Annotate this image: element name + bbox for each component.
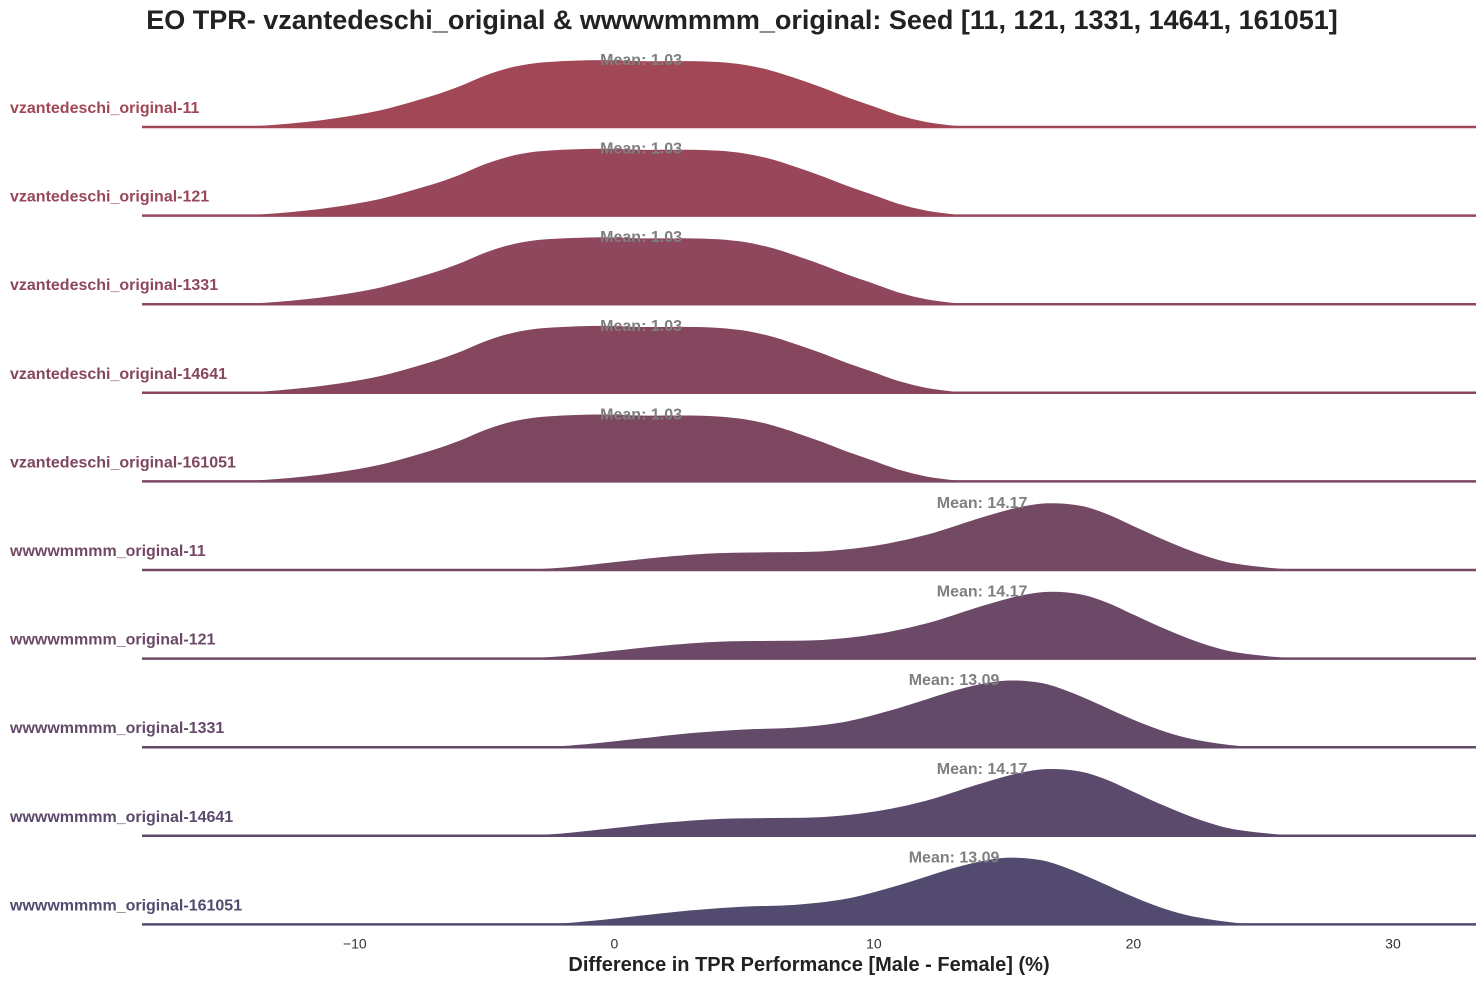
mean-label: Mean: 13.09 (909, 672, 1000, 689)
density-outline (141, 234, 1477, 306)
ridge-label: wwwwmmmm_original-161051 (9, 897, 242, 914)
mean-label: Mean: 1.03 (600, 318, 682, 335)
x-tick-label: 20 (1126, 935, 1142, 951)
mean-label: Mean: 14.17 (937, 495, 1028, 512)
ridge-vzantedeschi_original-1331: vzantedeschi_original-1331 Mean: 1.03 (10, 229, 1477, 306)
mean-label: Mean: 14.17 (937, 761, 1028, 778)
density-fill (142, 324, 1476, 393)
ridge-vzantedeschi_original-14641: vzantedeschi_original-14641 Mean: 1.03 (10, 318, 1477, 395)
density-outline (141, 677, 1477, 749)
mean-label: Mean: 1.03 (600, 406, 682, 423)
ridge-label: wwwwmmmm_original-1331 (9, 720, 224, 737)
density-outline (141, 323, 1477, 395)
x-tick-label: 30 (1385, 935, 1401, 951)
density-fill (142, 147, 1476, 216)
density-outline (141, 57, 1477, 129)
ridge-wwwwmmmm_original-121: wwwwmmmm_original-121 Mean: 14.17 (9, 584, 1477, 660)
density-fill (142, 767, 1476, 836)
density-outline (141, 500, 1477, 572)
density-fill (142, 501, 1476, 571)
ridge-label: vzantedeschi_original-1331 (10, 277, 218, 294)
density-outline (141, 766, 1477, 838)
x-tick-label: 0 (610, 935, 618, 951)
ridge-wwwwmmmm_original-14641: wwwwmmmm_original-14641 Mean: 14.17 (9, 761, 1477, 838)
density-outline (141, 412, 1477, 483)
x-tick-label: −10 (343, 935, 367, 951)
ridge-label: vzantedeschi_original-14641 (10, 366, 227, 383)
ridge-label: wwwwmmmm_original-121 (9, 632, 215, 649)
mean-label: Mean: 14.17 (937, 584, 1028, 601)
ridge-label: vzantedeschi_original-121 (10, 189, 209, 206)
x-axis-label: Difference in TPR Performance [Male - Fe… (568, 954, 1050, 976)
ridge-label: vzantedeschi_original-161051 (10, 454, 236, 471)
mean-label: Mean: 1.03 (600, 52, 682, 69)
density-fill (142, 590, 1476, 659)
density-outline (141, 146, 1477, 217)
density-fill (142, 856, 1476, 925)
density-fill (142, 58, 1476, 128)
ridge-label: wwwwmmmm_original-11 (9, 543, 206, 560)
density-fill (142, 679, 1476, 748)
ridge-wwwwmmmm_original-11: wwwwmmmm_original-11 Mean: 14.17 (9, 495, 1477, 572)
density-fill (142, 236, 1476, 305)
density-fill (142, 413, 1476, 482)
density-outline (141, 589, 1477, 660)
ridge-label: vzantedeschi_original-11 (10, 100, 200, 117)
x-tick-label: 10 (866, 935, 882, 951)
density-outline (141, 855, 1477, 926)
ridge-vzantedeschi_original-11: vzantedeschi_original-11 Mean: 1.03 (10, 52, 1477, 129)
chart-title: EO TPR- vzantedeschi_original & wwwwmmmm… (146, 5, 1338, 35)
ridge-wwwwmmmm_original-161051: wwwwmmmm_original-161051 Mean: 13.09 (9, 849, 1477, 926)
mean-label: Mean: 1.03 (600, 141, 682, 158)
mean-label: Mean: 13.09 (909, 849, 1000, 866)
ridge-vzantedeschi_original-121: vzantedeschi_original-121 Mean: 1.03 (10, 141, 1477, 217)
mean-label: Mean: 1.03 (600, 229, 682, 246)
ridge-wwwwmmmm_original-1331: wwwwmmmm_original-1331 Mean: 13.09 (9, 672, 1477, 749)
ridge-label: wwwwmmmm_original-14641 (9, 809, 233, 826)
ridge-vzantedeschi_original-161051: vzantedeschi_original-161051 Mean: 1.03 (10, 406, 1477, 483)
